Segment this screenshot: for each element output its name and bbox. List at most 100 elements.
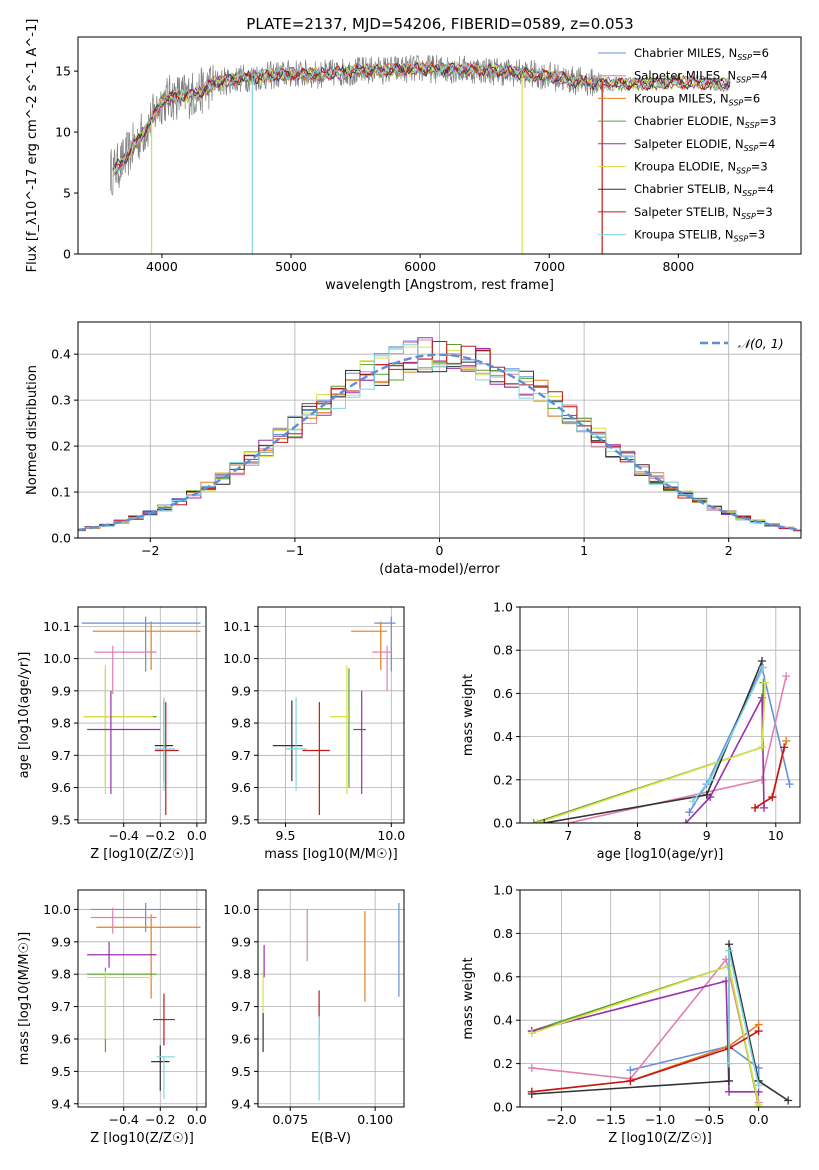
plot-area-age_vs_Z bbox=[81, 616, 201, 815]
y-tick-label: 9.4 bbox=[51, 1096, 71, 1111]
x-axis-label: age [log10(age/yr)] bbox=[597, 847, 724, 862]
model-spectrum bbox=[112, 60, 731, 172]
y-axis-label: mass weight bbox=[461, 957, 476, 1039]
weight-marker bbox=[757, 775, 766, 784]
x-tick-label: −2.0 bbox=[546, 1112, 576, 1127]
weight-marker bbox=[540, 819, 549, 823]
weight-marker bbox=[757, 743, 766, 752]
x-tick-label: −1.0 bbox=[645, 1112, 675, 1127]
weight-marker bbox=[780, 743, 789, 752]
y-tick-label: 1.0 bbox=[493, 883, 513, 898]
x-tick-label: 1 bbox=[580, 543, 588, 558]
weight-line bbox=[688, 665, 791, 813]
plot-area-age_vs_mass bbox=[272, 616, 396, 815]
x-tick-label: 7000 bbox=[533, 259, 565, 274]
y-tick-label: 9.7 bbox=[231, 999, 251, 1014]
y-axis-label: mass weight bbox=[461, 674, 476, 756]
y-tick-label: 5 bbox=[63, 186, 71, 201]
weight-marker bbox=[702, 790, 711, 799]
y-tick-label: 0.0 bbox=[493, 1100, 513, 1115]
legend-label: Chabrier ELODIE, NSSP=3 bbox=[634, 114, 776, 130]
y-tick-label: 10 bbox=[55, 125, 71, 140]
model-spectrum bbox=[112, 61, 731, 178]
y-tick-label: 0 bbox=[63, 247, 71, 262]
axes-mass_vs_ebv: 0.075 0.100 9.4 9.5 9.6 9.7 9.8 9.9 10.0 E(B-V) bbox=[223, 889, 405, 1146]
weight-marker bbox=[754, 1081, 763, 1090]
x-axis-label: (data-model)/error bbox=[379, 562, 500, 577]
axes-residuals: −2 −1 0 1 2 0.0 0.1 0.2 0.3 0.4 (data-model)/error… bbox=[25, 321, 802, 577]
y-tick-label: 9.9 bbox=[51, 683, 71, 698]
x-tick-label: 10.0 bbox=[377, 828, 405, 843]
y-tick-label: 10.0 bbox=[43, 902, 71, 917]
axes-frame bbox=[257, 889, 405, 1108]
y-tick-label: 0.4 bbox=[493, 1013, 513, 1028]
y-tick-label: 0.4 bbox=[493, 729, 513, 744]
residual-histogram bbox=[78, 344, 801, 531]
y-tick-label: 9.7 bbox=[51, 748, 71, 763]
x-tick-label: 0.075 bbox=[272, 1112, 308, 1127]
y-tick-label: 9.7 bbox=[231, 748, 251, 763]
weight-marker bbox=[759, 663, 768, 672]
x-tick-label: 9.5 bbox=[276, 828, 296, 843]
y-tick-label: 0.2 bbox=[51, 439, 71, 454]
x-tick-label: 0.0 bbox=[187, 1112, 207, 1127]
x-tick-label: −0.4 bbox=[109, 1112, 139, 1127]
plot-area-spectrum bbox=[109, 54, 731, 254]
x-tick-label: 0.100 bbox=[357, 1112, 393, 1127]
x-tick-label: 5000 bbox=[275, 259, 307, 274]
weight-marker bbox=[533, 819, 542, 823]
x-tick-label: 0 bbox=[436, 543, 444, 558]
weight-marker bbox=[782, 736, 791, 745]
plot-area-mass_vs_ebv bbox=[262, 902, 400, 1101]
plot-area-residuals bbox=[78, 337, 801, 532]
y-tick-label: 9.9 bbox=[231, 683, 251, 698]
x-axis-label: wavelength [Angstrom, rest frame] bbox=[325, 278, 554, 293]
x-tick-label: 4000 bbox=[146, 259, 178, 274]
y-tick-label: 9.6 bbox=[231, 1031, 251, 1046]
y-tick-label: 9.8 bbox=[231, 967, 251, 982]
plot-area-mass_vs_Z bbox=[87, 902, 201, 1099]
axes-frame bbox=[77, 606, 207, 824]
axes-weight_vs_age: 7 8 9 10 0.0 0.2 0.4 0.6 0.8 1.0 age [log10(age/yr… bbox=[461, 600, 801, 862]
x-tick-label: 0.0 bbox=[187, 828, 207, 843]
legend-label: Chabrier MILES, NSSP=6 bbox=[634, 46, 769, 62]
y-tick-label: 0.3 bbox=[51, 393, 71, 408]
x-tick-label: 8 bbox=[634, 828, 642, 843]
x-tick-label: −1.5 bbox=[596, 1112, 626, 1127]
y-tick-label: 9.5 bbox=[231, 1064, 251, 1079]
weight-marker bbox=[527, 1087, 536, 1096]
weight-marker bbox=[757, 657, 766, 665]
y-tick-label: 9.9 bbox=[51, 934, 71, 949]
weight-marker bbox=[688, 797, 697, 806]
weight-marker bbox=[626, 1066, 635, 1075]
x-axis-label: Z [log10(Z/Z☉)] bbox=[608, 1131, 712, 1146]
y-tick-label: 0.1 bbox=[51, 485, 71, 500]
x-tick-label: −0.5 bbox=[694, 1112, 724, 1127]
x-axis-label: E(B-V) bbox=[311, 1131, 351, 1146]
y-tick-label: 0.6 bbox=[493, 969, 513, 984]
weight-marker bbox=[626, 1076, 635, 1085]
x-axis-label: Z [log10(Z/Z☉)] bbox=[90, 1131, 194, 1146]
y-tick-label: 15 bbox=[55, 64, 71, 79]
weight-marker bbox=[725, 1059, 734, 1068]
legend-label: Salpeter STELIB, NSSP=3 bbox=[634, 205, 773, 221]
weight-marker bbox=[685, 808, 694, 817]
weight-marker bbox=[725, 1076, 734, 1085]
x-tick-label: 6000 bbox=[404, 259, 436, 274]
x-tick-label: 10 bbox=[768, 828, 784, 843]
y-tick-label: 10.1 bbox=[43, 619, 71, 634]
weight-marker bbox=[527, 1029, 536, 1038]
x-tick-label: 7 bbox=[564, 828, 572, 843]
weight-marker bbox=[784, 1096, 793, 1105]
y-tick-label: 0.0 bbox=[51, 531, 71, 546]
plot-area-weight_vs_age bbox=[529, 657, 794, 823]
legend-label: Salpeter MILES, NSSP=4 bbox=[634, 69, 768, 85]
weight-marker bbox=[725, 1087, 734, 1096]
weight-line bbox=[685, 697, 765, 823]
weight-marker bbox=[751, 803, 760, 812]
observed-spectrum bbox=[109, 54, 604, 196]
x-tick-label: −0.2 bbox=[145, 1112, 175, 1127]
weight-marker bbox=[754, 1027, 763, 1036]
axes-frame bbox=[257, 606, 405, 824]
